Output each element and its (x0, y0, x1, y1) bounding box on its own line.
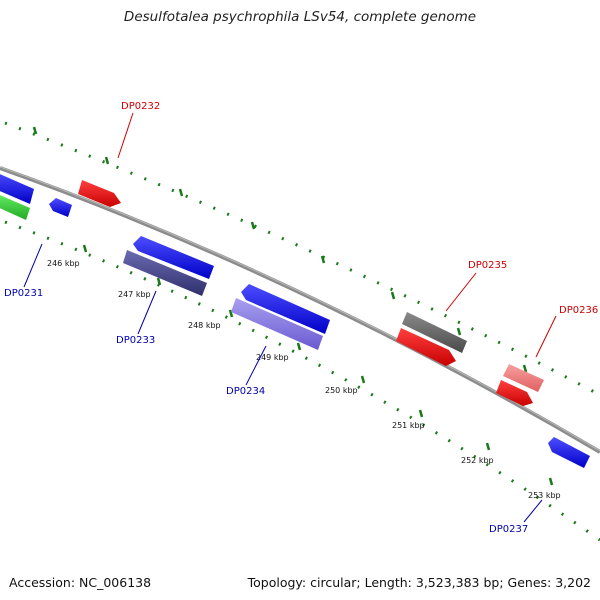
tick-label-249: 249 kbp (256, 353, 289, 362)
topology-text: Topology: circular; Length: 3,523,383 bp… (247, 575, 591, 590)
gene-feature-dp0236-pink[interactable] (503, 364, 544, 392)
gene-feature-dp0235[interactable] (396, 328, 456, 366)
gene-feature-dp0233-navy[interactable] (123, 250, 207, 296)
gene-label-dp0231[interactable]: DP0231 (4, 288, 43, 299)
gene-feature-dp0234[interactable] (241, 284, 330, 334)
gene-label-dp0233[interactable]: DP0233 (116, 335, 155, 346)
outer-tick-ring (4, 121, 600, 397)
genome-backbone (0, 166, 600, 454)
genome-map: 246 kbp 247 kbp 248 kbp 249 kbp 250 kbp … (0, 101, 600, 542)
gene-feature-dp0234-lavender[interactable] (231, 298, 323, 350)
gene-label-dp0235[interactable]: DP0235 (468, 260, 507, 271)
gene-feature-dp0236[interactable] (496, 380, 533, 406)
inner-tick-ring (4, 220, 600, 542)
gene-feature-dp0232[interactable] (78, 180, 121, 207)
gene-label-dp0236[interactable]: DP0236 (559, 305, 598, 316)
reverse-label-leaders (23, 243, 543, 523)
gene-feature-dp0231-green[interactable] (0, 193, 30, 220)
gene-label-dp0234[interactable]: DP0234 (226, 386, 265, 397)
tick-label-251: 251 kbp (392, 421, 425, 430)
forward-label-leaders (117, 112, 557, 358)
gene-label-dp0232[interactable]: DP0232 (121, 101, 160, 112)
gene-feature-blue-upper-left[interactable] (0, 172, 34, 204)
tick-label-246: 246 kbp (47, 259, 80, 268)
outer-major-ticks (32, 126, 528, 373)
inner-major-ticks (82, 244, 554, 486)
gene-feature-blue-small[interactable] (49, 198, 72, 217)
tick-label-253: 253 kbp (528, 491, 561, 500)
gene-feature-dp0235-gray[interactable] (402, 312, 467, 353)
accession-text: Accession: NC_006138 (9, 575, 152, 590)
tick-label-247: 247 kbp (118, 290, 151, 299)
gene-feature-dp0237[interactable] (548, 437, 590, 468)
map-title: Desulfotalea psychrophila LSv54, complet… (123, 9, 477, 25)
gene-feature-dp0233[interactable] (133, 236, 214, 279)
gene-label-dp0237[interactable]: DP0237 (489, 524, 528, 535)
tick-label-250: 250 kbp (325, 386, 358, 395)
tick-label-248: 248 kbp (188, 321, 221, 330)
tick-label-252: 252 kbp (461, 456, 494, 465)
